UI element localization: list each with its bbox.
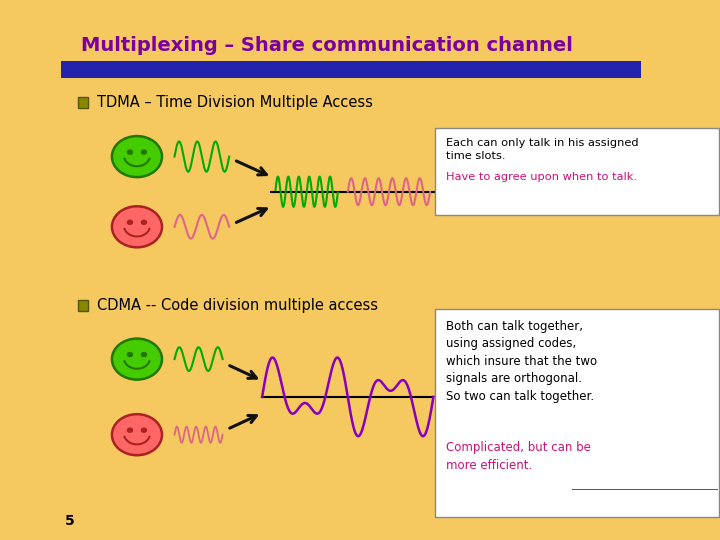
Circle shape	[141, 428, 146, 432]
Circle shape	[127, 150, 132, 154]
Circle shape	[127, 353, 132, 356]
Text: COLLEGE OF BUSINESS ADMINISTRATION: COLLEGE OF BUSINESS ADMINISTRATION	[594, 490, 701, 495]
Circle shape	[141, 150, 146, 154]
FancyBboxPatch shape	[61, 61, 641, 78]
Text: CoBA: CoBA	[620, 503, 675, 521]
FancyBboxPatch shape	[78, 97, 88, 108]
Text: Multiplexing – Share communication channel: Multiplexing – Share communication chann…	[81, 36, 573, 56]
Circle shape	[127, 220, 132, 224]
Text: Cal State San Marcos: Cal State San Marcos	[607, 480, 688, 489]
Text: Have to agree upon when to talk.: Have to agree upon when to talk.	[446, 172, 637, 182]
Circle shape	[112, 206, 162, 247]
Text: Complicated, but can be
more efficient.: Complicated, but can be more efficient.	[446, 441, 591, 471]
Text: CDMA -- Code division multiple access: CDMA -- Code division multiple access	[97, 298, 379, 313]
Text: Both can talk together,
using assigned codes,
which insure that the two
signals : Both can talk together, using assigned c…	[446, 320, 597, 403]
Circle shape	[112, 339, 162, 380]
FancyBboxPatch shape	[435, 309, 719, 517]
Text: Each can only talk in his assigned
time slots.: Each can only talk in his assigned time …	[446, 138, 639, 161]
Circle shape	[127, 428, 132, 432]
Circle shape	[141, 353, 146, 356]
Circle shape	[112, 414, 162, 455]
Circle shape	[141, 220, 146, 224]
Circle shape	[112, 136, 162, 177]
Text: 5: 5	[65, 514, 74, 528]
FancyBboxPatch shape	[78, 300, 88, 310]
Text: TDMA – Time Division Multiple Access: TDMA – Time Division Multiple Access	[97, 95, 373, 110]
FancyBboxPatch shape	[435, 128, 719, 215]
